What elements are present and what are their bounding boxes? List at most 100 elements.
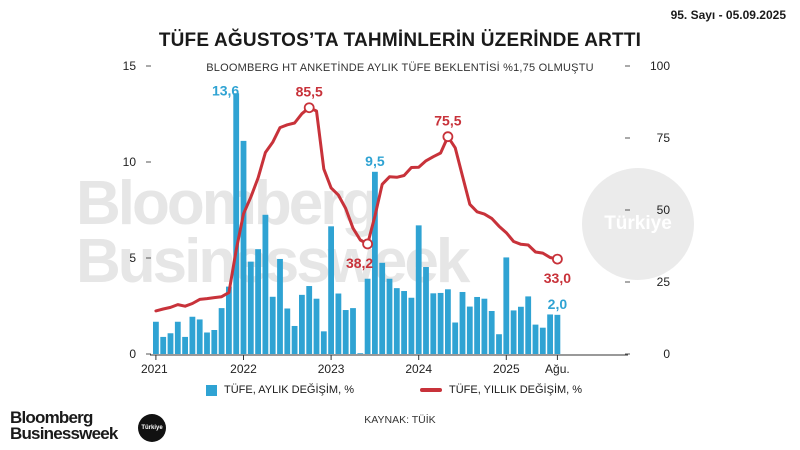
bar-monthly [539, 327, 546, 354]
bar-monthly [342, 310, 349, 354]
y-right-tick-label: 0 [663, 347, 670, 361]
chart-title: TÜFE AĞUSTOS’TA TAHMİNLERİN ÜZERİNDE ART… [158, 30, 642, 51]
issue-label: 95. Sayı - 05.09.2025 [670, 8, 786, 22]
logo-line2: Businessweek [10, 424, 118, 443]
legend-swatch-line [420, 388, 442, 392]
bar-monthly [525, 296, 532, 354]
bar-monthly [277, 258, 283, 354]
bar-monthly [415, 225, 422, 354]
y-left-tick-label: 5 [129, 251, 136, 265]
x-tick-label: 2023 [318, 362, 345, 376]
bar-monthly [488, 310, 495, 354]
bar-monthly [233, 93, 240, 354]
bar-data-label: 2,0 [548, 296, 568, 312]
bar-monthly [262, 214, 269, 354]
bar-monthly [452, 322, 459, 354]
bar-monthly [189, 316, 196, 354]
y-left-tick-label: 10 [123, 155, 137, 169]
bar-monthly [291, 325, 298, 354]
bar-monthly [211, 330, 218, 354]
bar-monthly [247, 261, 254, 354]
bar-monthly [496, 334, 502, 354]
bar-data-label: 9,5 [365, 153, 385, 169]
y-right-tick-label: 25 [657, 275, 671, 289]
y-right-tick-label: 75 [657, 131, 671, 145]
brand-logo: Bloomberg Businessweek [10, 408, 118, 443]
bar-monthly [328, 226, 334, 354]
bar-monthly [226, 286, 232, 354]
bar-monthly [320, 331, 327, 354]
bar-monthly [430, 293, 437, 354]
bar-monthly [240, 140, 247, 354]
legend-label-bars: TÜFE, AYLIK DEĞİŞİM, % [224, 384, 354, 396]
chart-legend: TÜFE, AYLIK DEĞİŞİM, % TÜFE, YILLIK DEĞİ… [206, 384, 648, 396]
bar-monthly [306, 286, 313, 354]
bar-monthly [269, 296, 276, 354]
bar-monthly [299, 294, 305, 354]
bar-monthly [204, 332, 210, 354]
bar-monthly [474, 296, 480, 354]
y-left-tick-label: 15 [123, 59, 137, 73]
bar-monthly [423, 267, 429, 354]
x-tick-label: 2025 [493, 362, 520, 376]
bar-monthly [532, 324, 539, 354]
x-tick-label: 2021 [141, 362, 168, 376]
line-data-label: 85,5 [296, 84, 323, 100]
line-data-label: 38,2 [346, 255, 373, 271]
bar-monthly [437, 292, 444, 354]
bar-monthly [313, 298, 320, 354]
bar-monthly [459, 291, 466, 354]
bar-monthly [510, 310, 517, 354]
bar-data-label: 13,6 [212, 82, 239, 98]
line-data-label: 33,0 [544, 270, 571, 286]
logo-badge: Türkiye [138, 414, 166, 442]
x-tick-label: Ağu. [545, 362, 570, 376]
line-marker [303, 102, 315, 114]
x-tick-label: 2022 [230, 362, 257, 376]
x-tick-label: 2024 [405, 362, 432, 376]
chart-subtitle: BLOOMBERG HT ANKETİNDE AYLIK TÜFE BEKLEN… [206, 62, 594, 74]
logo-line1: Bloomberg [10, 408, 93, 427]
bar-monthly [167, 333, 174, 354]
legend-item-line: TÜFE, YILLIK DEĞİŞİM, % [420, 384, 582, 396]
bar-monthly [547, 314, 553, 354]
bar-monthly [182, 336, 188, 354]
bar-monthly [466, 306, 473, 354]
bar-monthly [160, 336, 167, 354]
bar-monthly [518, 306, 524, 354]
bar-monthly [372, 171, 378, 354]
bar-monthly [174, 321, 181, 354]
bar-monthly [401, 291, 407, 354]
bar-monthly [386, 278, 393, 354]
legend-item-bars: TÜFE, AYLIK DEĞİŞİM, % [206, 384, 354, 396]
bar-monthly [335, 293, 342, 354]
y-right-tick-label: 50 [657, 203, 671, 217]
bar-monthly [255, 249, 261, 354]
line-marker [362, 238, 374, 250]
bar-monthly [445, 289, 451, 354]
y-right-tick-label: 100 [650, 59, 670, 73]
bar-monthly [153, 321, 159, 354]
legend-swatch-bars [206, 384, 217, 396]
bar-monthly [393, 288, 400, 354]
line-marker [552, 253, 563, 265]
bar-monthly [284, 308, 291, 354]
source-note: KAYNAK: TÜİK [364, 414, 436, 426]
y-left-tick-label: 0 [129, 347, 136, 361]
bar-monthly [408, 297, 415, 354]
bar-monthly [554, 314, 561, 354]
bar-monthly [379, 262, 386, 354]
watermark-badge: Türkiye [582, 168, 694, 280]
line-annual [154, 106, 559, 313]
bar-monthly [196, 319, 203, 354]
bar-monthly [481, 298, 488, 354]
bar-monthly [364, 278, 371, 354]
legend-label-line: TÜFE, YILLIK DEĞİŞİM, % [449, 384, 583, 396]
bar-monthly [357, 353, 364, 354]
bar-monthly [350, 308, 356, 354]
bar-monthly [503, 257, 510, 354]
line-marker [442, 131, 454, 143]
bar-monthly [218, 308, 225, 354]
line-data-label: 75,5 [434, 113, 461, 129]
